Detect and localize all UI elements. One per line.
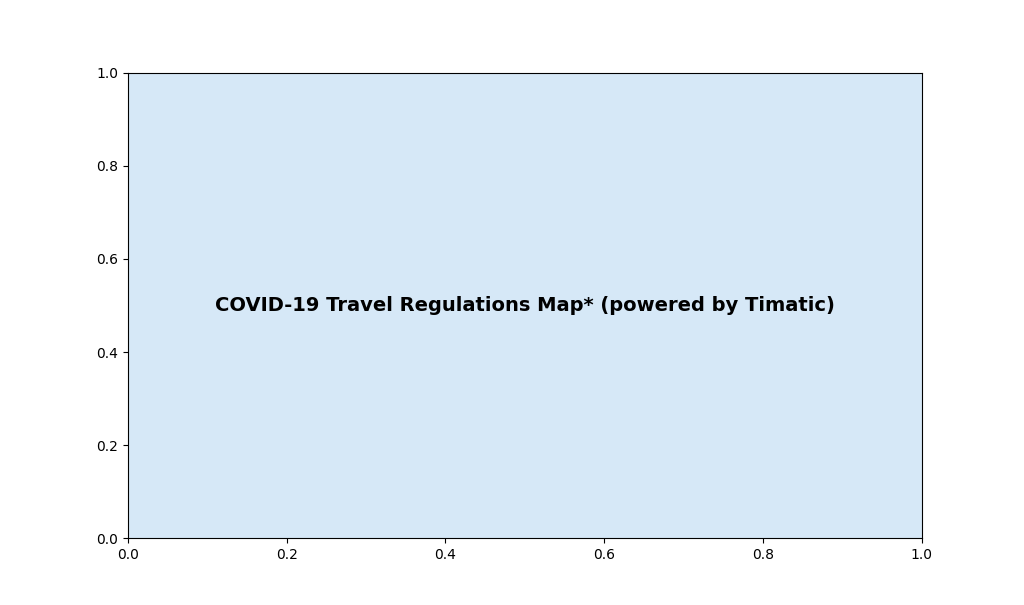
Text: COVID-19 Travel Regulations Map* (powered by Timatic): COVID-19 Travel Regulations Map* (powere… <box>215 296 835 315</box>
